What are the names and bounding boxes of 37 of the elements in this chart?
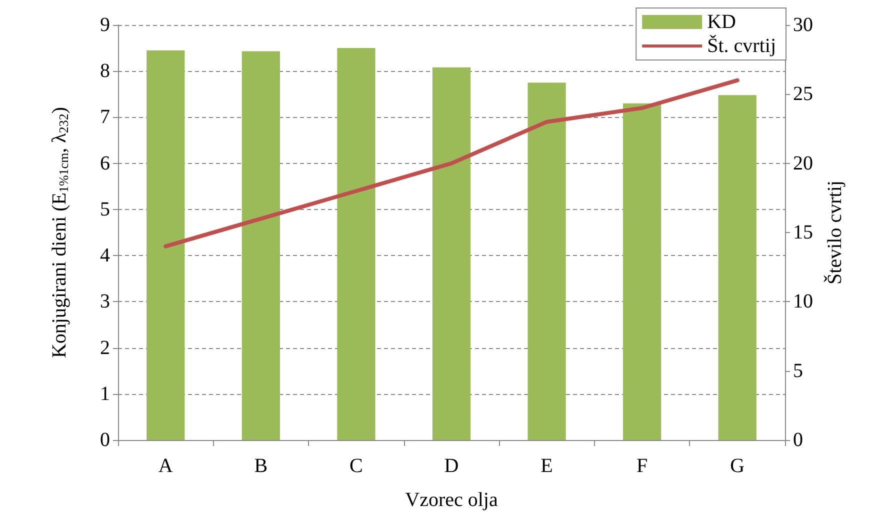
legend-label: Št. cvrtij [707,34,776,57]
y-tick-label: 8 [100,60,110,82]
x-tick-label: B [254,455,268,477]
bar [623,103,662,440]
y-tick-label: 0 [100,429,110,451]
x-tick-label: A [158,455,174,477]
y-tick-label: 1 [100,382,110,405]
line-series [164,78,740,248]
y2-tick-label: 15 [793,222,813,244]
y2-tick-label: 5 [793,360,803,382]
y2-tick-label: 20 [793,152,813,174]
y-tick-label: 3 [100,290,110,313]
y-axis-title: Konjugirani dieni (E1%1cm, λ232) [48,106,71,358]
bar [242,51,280,440]
x-tick-label: G [730,455,745,477]
bar [432,67,471,440]
y2-tick-label: 30 [793,14,813,36]
bar [337,48,376,440]
y2-axis-title: Število cvrtij [823,180,846,284]
y-tick-label: 5 [100,198,110,220]
y2-tick-label: 0 [793,429,803,451]
bar [146,50,185,440]
x-tick-label: F [636,455,648,477]
legend-label: KD [707,11,736,33]
y-tick-label: 6 [100,152,110,174]
y-tick-label: 9 [100,14,110,36]
y-tick-label: 4 [100,244,110,267]
x-tick-label: E [540,455,553,477]
y2-tick-label: 10 [793,290,813,313]
x-axis-title: Vzorec olja [405,489,498,511]
y-tick-label: 7 [100,106,110,128]
x-tick-label: D [444,455,459,477]
x-tick-label: C [350,455,363,477]
y-tick-label: 2 [100,336,110,359]
y2-tick-label: 25 [793,83,813,106]
bar [528,82,566,440]
bar [718,95,756,440]
